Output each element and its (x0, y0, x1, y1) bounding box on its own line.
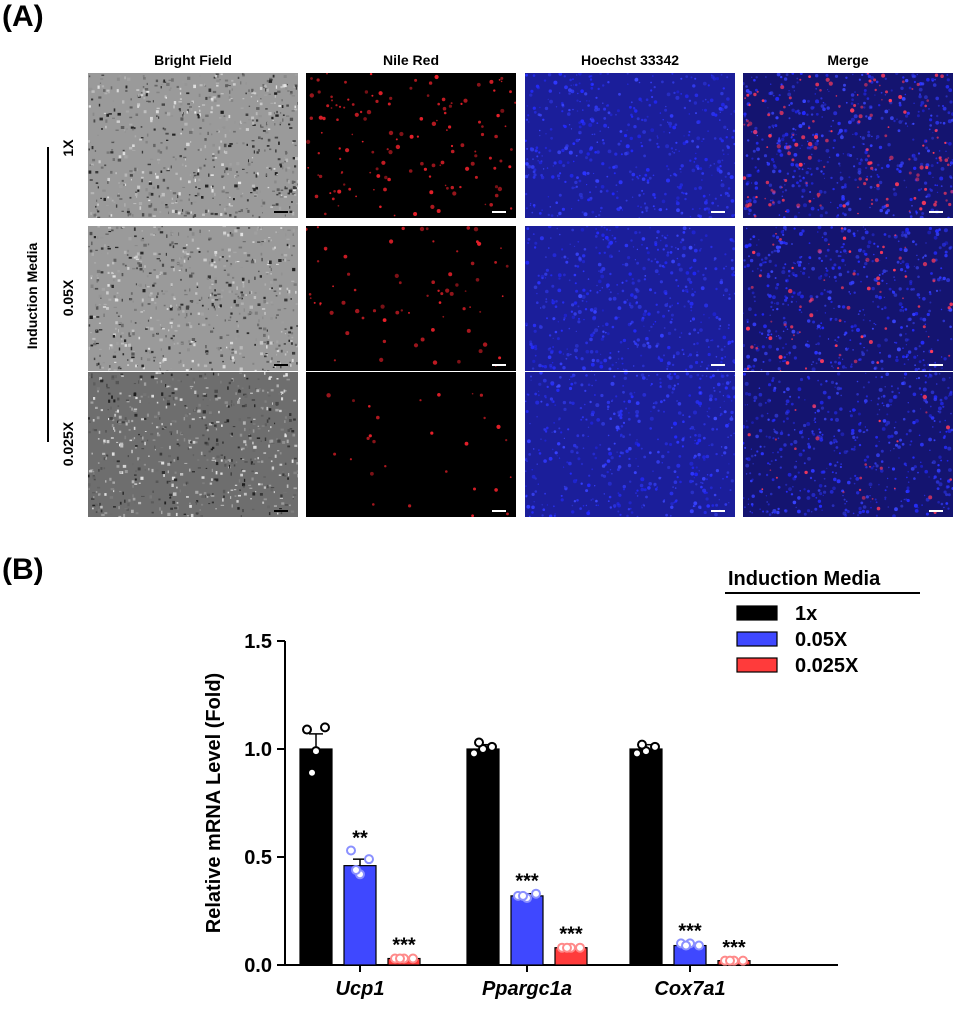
data-point (364, 854, 374, 865)
scale-bar (929, 211, 943, 213)
y-axis-label: Relative mRNA Level (Fold) (203, 673, 225, 933)
data-point (562, 942, 572, 953)
micrograph-hoechst-row-2 (525, 226, 735, 371)
legend-entry: 0.05X (795, 629, 848, 651)
legend-title: Induction Media (728, 568, 881, 590)
scale-bar (274, 211, 288, 213)
data-point (725, 955, 735, 966)
data-point (395, 953, 405, 964)
micrograph-nile-row-2 (306, 226, 516, 371)
bar (343, 865, 377, 966)
scale-bar (929, 510, 943, 512)
y-tick-label: 0.5 (244, 847, 272, 869)
significance-label: *** (559, 924, 583, 946)
column-header-hoechst: Hoechst 33342 (580, 52, 680, 68)
row-label-0-05x: 0.05X (60, 279, 76, 317)
data-point (307, 767, 317, 778)
micrograph-merge-row-1 (743, 73, 953, 218)
significance-label: *** (678, 920, 702, 942)
micrograph-merge-row-2 (743, 226, 953, 371)
micrograph-bright-row-1 (88, 73, 298, 218)
legend-entry: 0.025X (795, 655, 859, 677)
micrograph-merge-row-3 (743, 372, 953, 517)
row-label-1x: 1X (60, 139, 76, 157)
significance-label: *** (722, 937, 746, 959)
micrograph-bright-row-3 (88, 372, 298, 517)
legend-swatch (736, 605, 778, 621)
chart-bars: *********** ****** (299, 722, 751, 966)
x-category-label: Ucp1 (336, 978, 385, 1000)
bar (466, 748, 500, 966)
scale-bar (492, 211, 506, 213)
column-header-bright-field: Bright Field (154, 52, 232, 68)
y-tick-label: 1.0 (244, 739, 272, 761)
scale-bar (492, 364, 506, 366)
data-point (632, 748, 642, 759)
scale-bar (711, 211, 725, 213)
data-point (469, 748, 479, 759)
data-point (320, 722, 330, 733)
bar-chart: 0.0 0.5 1.0 1.5 Relative mRNA Level (Fold) Uc… (203, 568, 920, 1000)
x-category-label: Ppargc1a (482, 978, 572, 1000)
y-tick-label: 0.0 (244, 955, 272, 977)
y-tick-label: 1.5 (244, 631, 272, 653)
scale-bar (711, 364, 725, 366)
data-point (518, 890, 528, 901)
data-point (694, 940, 704, 951)
micrograph-hoechst-row-3 (525, 372, 735, 517)
micrograph-bright-row-2 (88, 226, 298, 371)
panel-a-label: (A) (2, 0, 44, 33)
chart-legend: Induction Media 1x 0.05X 0.025X (725, 568, 920, 677)
data-point (487, 741, 497, 752)
data-point (474, 737, 484, 748)
data-point (650, 741, 660, 752)
significance-label: *** (392, 934, 416, 956)
bar (629, 748, 663, 966)
significance-label: *** (515, 871, 539, 893)
data-point (637, 739, 647, 750)
scale-bar (929, 364, 943, 366)
data-point (302, 724, 312, 735)
micrograph-hoechst-row-1 (525, 73, 735, 218)
significance-label: ** (352, 828, 368, 850)
micrograph-nile-row-3 (306, 372, 516, 517)
scale-bar (711, 510, 725, 512)
group-bracket-line (47, 147, 49, 442)
bar (299, 748, 333, 966)
data-point (531, 888, 541, 899)
column-header-merge: Merge (827, 52, 869, 68)
data-point (351, 864, 361, 875)
scale-bar (274, 364, 288, 366)
scale-bar (274, 510, 288, 512)
data-point (346, 845, 356, 856)
legend-swatch (736, 631, 778, 647)
row-label-0-025x: 0.025X (60, 421, 76, 467)
legend-swatch (736, 657, 778, 673)
legend-entry: 1x (795, 603, 817, 625)
scale-bar (492, 510, 506, 512)
column-header-nile-red: Nile Red (382, 52, 439, 68)
data-point (311, 746, 321, 757)
panel-b-label: (B) (2, 553, 44, 586)
data-point (681, 940, 691, 951)
bar (510, 895, 544, 966)
x-category-label: Cox7a1 (654, 978, 725, 1000)
group-label-induction-media: Induction Media (24, 242, 40, 350)
micrograph-nile-row-1 (306, 73, 516, 218)
